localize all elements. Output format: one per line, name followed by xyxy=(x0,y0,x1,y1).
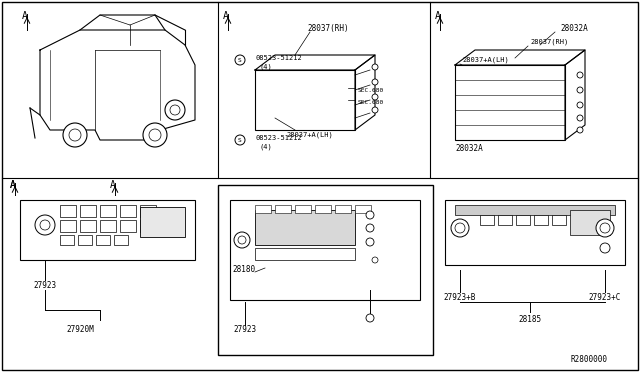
Text: 27923+B: 27923+B xyxy=(444,292,476,301)
Bar xyxy=(100,205,116,217)
Circle shape xyxy=(577,127,583,133)
Text: A: A xyxy=(10,180,16,190)
Text: 28032A: 28032A xyxy=(455,144,483,153)
Bar xyxy=(255,70,355,130)
Circle shape xyxy=(366,238,374,246)
Circle shape xyxy=(143,123,167,147)
Circle shape xyxy=(366,211,374,219)
Text: A: A xyxy=(10,180,16,190)
Circle shape xyxy=(40,220,50,230)
Text: 28180: 28180 xyxy=(232,266,255,275)
Bar xyxy=(120,220,136,232)
Text: A: A xyxy=(435,11,441,21)
Bar xyxy=(455,205,615,215)
Text: 27923+C: 27923+C xyxy=(589,292,621,301)
Circle shape xyxy=(35,215,55,235)
Bar xyxy=(570,210,610,235)
Text: 28037(RH): 28037(RH) xyxy=(307,23,349,32)
Bar xyxy=(114,235,128,245)
Text: 28032A: 28032A xyxy=(560,23,588,32)
Bar xyxy=(516,215,530,225)
Bar xyxy=(100,220,116,232)
Circle shape xyxy=(600,223,610,233)
Bar xyxy=(140,220,156,232)
Circle shape xyxy=(577,72,583,78)
Bar xyxy=(455,65,565,140)
Circle shape xyxy=(372,79,378,85)
Circle shape xyxy=(165,100,185,120)
Circle shape xyxy=(372,107,378,113)
Bar xyxy=(20,200,195,260)
Circle shape xyxy=(366,224,374,232)
Text: 28037+A(LH): 28037+A(LH) xyxy=(287,132,333,138)
Bar xyxy=(255,205,271,213)
Bar xyxy=(96,235,110,245)
Bar xyxy=(80,205,96,217)
Bar xyxy=(534,215,548,225)
Text: (4): (4) xyxy=(260,144,273,150)
Text: 28185: 28185 xyxy=(518,315,541,324)
Bar xyxy=(140,205,156,217)
Text: 27923: 27923 xyxy=(33,280,56,289)
Circle shape xyxy=(234,232,250,248)
Circle shape xyxy=(372,94,378,100)
Bar xyxy=(498,215,512,225)
Bar xyxy=(230,200,420,300)
Text: A: A xyxy=(110,180,116,190)
Circle shape xyxy=(235,135,245,145)
Circle shape xyxy=(577,87,583,93)
Bar xyxy=(255,248,355,260)
Bar xyxy=(120,205,136,217)
Text: A: A xyxy=(22,11,28,21)
Text: SEC.680: SEC.680 xyxy=(358,87,384,93)
Circle shape xyxy=(451,219,469,237)
Text: (4): (4) xyxy=(260,64,273,70)
Bar xyxy=(295,205,311,213)
Text: S: S xyxy=(238,138,242,142)
Circle shape xyxy=(366,314,374,322)
Text: 28037+A(LH): 28037+A(LH) xyxy=(462,57,509,63)
Circle shape xyxy=(235,55,245,65)
Circle shape xyxy=(238,236,246,244)
Text: 27923: 27923 xyxy=(234,326,257,334)
Bar xyxy=(60,235,74,245)
Bar xyxy=(355,205,371,213)
Bar xyxy=(60,220,76,232)
Text: SEC.680: SEC.680 xyxy=(358,99,384,105)
Circle shape xyxy=(577,115,583,121)
Text: A: A xyxy=(223,11,229,21)
Text: 08523-51212: 08523-51212 xyxy=(255,135,301,141)
Text: R2800000: R2800000 xyxy=(571,356,608,365)
Circle shape xyxy=(596,219,614,237)
Bar xyxy=(275,205,291,213)
Circle shape xyxy=(69,129,81,141)
Text: S: S xyxy=(238,58,242,62)
Text: 27920M: 27920M xyxy=(66,326,94,334)
Bar xyxy=(255,210,355,245)
Circle shape xyxy=(149,129,161,141)
Text: 08523-51212: 08523-51212 xyxy=(255,55,301,61)
Bar xyxy=(315,205,331,213)
Circle shape xyxy=(170,105,180,115)
Bar xyxy=(78,235,92,245)
Bar xyxy=(335,205,351,213)
Text: 28037(RH): 28037(RH) xyxy=(530,39,568,45)
Bar xyxy=(218,185,433,355)
Circle shape xyxy=(600,243,610,253)
Bar xyxy=(552,215,566,225)
Circle shape xyxy=(372,64,378,70)
Circle shape xyxy=(577,102,583,108)
Bar xyxy=(80,220,96,232)
Bar xyxy=(445,200,625,265)
Bar xyxy=(480,215,494,225)
Circle shape xyxy=(372,257,378,263)
Bar xyxy=(140,207,185,237)
Circle shape xyxy=(63,123,87,147)
Circle shape xyxy=(455,223,465,233)
Bar xyxy=(60,205,76,217)
